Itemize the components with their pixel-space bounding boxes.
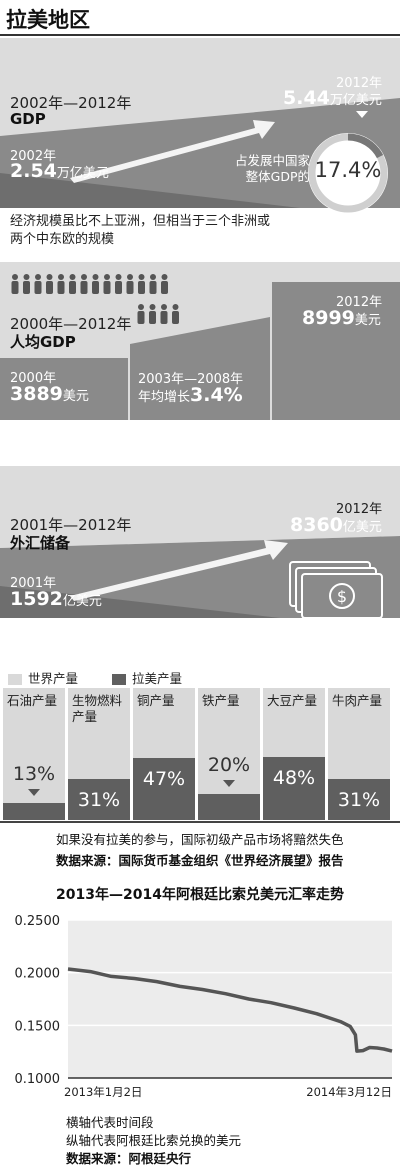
production-note: 如果没有拉美的参与，国际初级产品市场将黯然失色 [56,832,344,847]
latam-bar [198,793,260,820]
legend-latam-label: 拉美产量 [132,671,183,686]
people-icon [11,274,179,324]
production-column: 大豆产量 48% [263,688,325,820]
gdp-period: 2002年—2012年 [10,94,132,112]
per-capita-label: 人均GDP [10,333,76,351]
production-column: 铁产量 20% [198,688,260,820]
latam-bar [133,757,195,820]
gdp-share-donut [308,133,388,213]
title-divider [0,34,400,36]
gdp-start-year: 2002年 [10,149,57,164]
column-value: 48% [272,766,316,789]
column-label: 铁产量 [202,693,240,708]
gdp-arrow [70,120,275,183]
latam-bar [328,779,390,820]
y-tick-label: 0.2000 [15,967,61,982]
exchange-rate-line [67,967,393,1053]
per-capita-end-year: 2012年 [336,295,383,310]
gdp-end-year: 2012年 [336,76,383,91]
reserves-label: 外汇储备 [10,534,71,552]
column-label: 石油产量 [7,693,58,708]
reserves-band: $ [0,466,400,618]
legend-latam-swatch [112,674,126,685]
chart-note-1: 横轴代表时间段 [66,1115,154,1130]
column-value: 31% [77,789,121,812]
production-column: 铜产量 47% [133,688,195,820]
gdp-share-value: 17.4% [314,158,382,182]
svg-text:$: $ [337,587,347,606]
money-icon: $ [289,561,383,618]
x-start-label: 2013年1月2日 [64,1085,142,1099]
latam-bar [3,802,65,820]
production-column: 牛肉产量 31% [328,688,390,820]
per-capita-mid-label: 年均增长 [138,390,191,405]
per-capita-period: 2000年—2012年 [10,315,132,333]
per-capita-mid-value: 3.4% [190,384,243,406]
gdp-end-value: 5.44 [283,87,330,109]
per-capita-end-value: 8999 [302,307,355,329]
column-value: 13% [12,762,56,785]
reserves-period: 2001年—2012年 [10,516,132,534]
production-column: 生物燃料产量 31% [68,688,130,820]
chart-title: 2013年—2014年阿根廷比索兑美元汇率走势 [56,887,344,903]
gdp-note-1: 经济规模虽比不上亚洲，但相当于三个非洲或 [10,214,271,229]
column-label: 生物燃料产量 [72,693,123,724]
gdp-band [0,38,400,208]
column-label: 牛肉产量 [332,693,383,708]
down-arrow-icon [223,779,235,787]
per-capita-start-value: 3889 [10,383,63,405]
gdp-start-value: 2.54 [10,160,57,182]
chart-note-2: 纵轴代表阿根廷比索兑换的美元 [66,1133,242,1148]
gdp-start-unit: 万亿美元 [56,166,109,181]
y-tick-label: 0.2500 [15,914,61,929]
reserves-end-unit: 亿美元 [342,520,382,535]
column-label: 大豆产量 [267,693,318,708]
gdp-share-label-1: 占发展中国家 [234,153,310,168]
reserves-arrow [70,540,288,601]
reserves-end-value: 8360 [290,514,343,536]
column-label: 铜产量 [137,693,175,708]
reserves-start-year: 2001年 [10,576,57,591]
legend-world-label: 世界产量 [28,671,79,686]
gdp-end-unit: 万亿美元 [329,93,382,108]
chart-source: 数据来源：阿根廷央行 [66,1151,192,1166]
column-value: 20% [207,753,251,776]
page-title: 拉美地区 [6,8,90,32]
per-capita-mid-period: 2003年—2008年 [138,372,244,387]
world-bar [3,688,65,820]
plot-area [68,920,392,1078]
y-tick-label: 0.1000 [15,1072,61,1087]
gdp-label: GDP [10,110,46,128]
legend-world-swatch [8,674,22,685]
column-value: 31% [337,789,381,812]
latam-bar [263,756,325,820]
reserves-end-year: 2012年 [336,502,383,517]
legend: 世界产量 拉美产量 [8,668,182,687]
production-column: 石油产量 13% [3,688,65,820]
reserves-start-value: 1592 [10,588,63,610]
gdp-marker-icon [356,111,368,118]
per-capita-start-year: 2000年 [10,371,57,386]
reserves-start-unit: 亿美元 [62,594,102,609]
x-end-label: 2014年3月12日 [306,1085,392,1099]
y-tick-label: 0.1500 [15,1019,61,1034]
column-value: 47% [142,767,186,790]
down-arrow-icon [28,788,40,796]
latam-bar [68,779,130,820]
per-capita-band [0,262,400,420]
gdp-note-2: 两个中东欧的规模 [10,232,115,247]
production-source: 数据来源：国际货币基金组织《世界经济展望》报告 [56,853,344,868]
per-capita-end-unit: 美元 [354,313,381,328]
per-capita-start-unit: 美元 [62,389,89,404]
columns-baseline [0,821,400,823]
gdp-share-label-2: 整体GDP的 [245,169,310,184]
